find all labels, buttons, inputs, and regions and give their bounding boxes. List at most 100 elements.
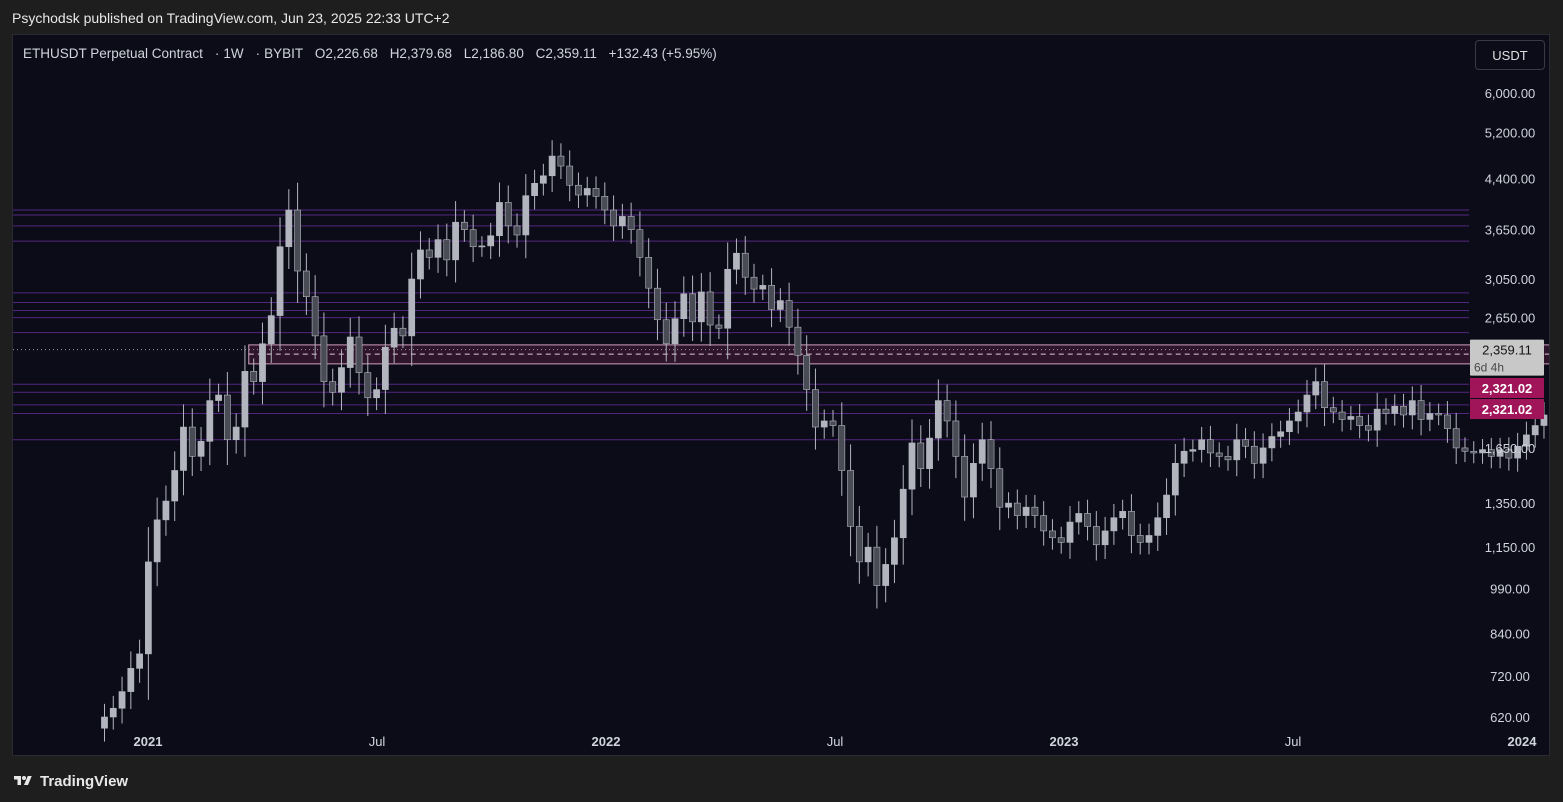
candle-body xyxy=(1514,445,1522,459)
candle-body xyxy=(1163,494,1170,519)
x-tick-label: 2021 xyxy=(134,734,163,749)
candle-body xyxy=(241,371,249,428)
candle-body xyxy=(1128,511,1135,536)
candle-body xyxy=(1207,439,1214,454)
candle-body xyxy=(162,500,170,521)
candle-body xyxy=(1075,513,1083,523)
candle-body xyxy=(689,293,696,323)
candle-body xyxy=(259,343,266,382)
marked-price-label: 2,321.02 xyxy=(1482,402,1533,417)
candle-body xyxy=(1233,439,1241,461)
candle-body xyxy=(1110,517,1118,532)
candle-body xyxy=(1242,439,1249,447)
candle-body xyxy=(101,716,108,729)
candle-body xyxy=(1338,411,1346,420)
candle-body xyxy=(873,546,881,586)
candle-body xyxy=(1347,416,1355,420)
currency-button[interactable]: USDT xyxy=(1475,40,1545,70)
candle-body xyxy=(1452,428,1460,449)
candle-body xyxy=(645,257,653,289)
candle-body xyxy=(1479,449,1486,454)
candle-body xyxy=(1189,449,1197,452)
candle-body xyxy=(381,346,389,390)
last-price-label: 2,359.11 xyxy=(1482,343,1532,358)
legend-close: C2,359.11 xyxy=(535,46,597,61)
chart-panel[interactable]: 6,000.00 5,200.00 4,400.00 3,650.00 3,050.00… xyxy=(12,34,1550,756)
candle-body xyxy=(1180,450,1188,464)
candle-body xyxy=(970,463,977,498)
candle-body xyxy=(1250,445,1258,464)
price-chart[interactable]: 6,000.00 5,200.00 4,400.00 3,650.00 3,050.00… xyxy=(13,35,1549,755)
y-tick-label: 5,200.00 xyxy=(1485,125,1536,140)
candle-body xyxy=(153,519,161,563)
candle-body xyxy=(1435,413,1443,416)
legend-symbol[interactable]: ETHUSDT Perpetual Contract xyxy=(23,46,203,61)
candle-body xyxy=(496,202,503,237)
candle-body xyxy=(197,441,205,457)
tradingview-logo-icon xyxy=(14,776,32,785)
candle-body xyxy=(1286,420,1293,433)
candle-body xyxy=(469,229,477,248)
y-tick-label: 1,650.00 xyxy=(1485,441,1536,456)
y-tick-label: 2,650.00 xyxy=(1485,311,1536,326)
x-tick-label: 2023 xyxy=(1050,734,1079,749)
candle-body xyxy=(1312,381,1320,396)
candle-body xyxy=(1005,502,1012,508)
candle-body xyxy=(1101,530,1109,546)
candle-body xyxy=(697,291,705,323)
candle-body xyxy=(908,442,916,490)
candle-body xyxy=(487,235,495,247)
candle-body xyxy=(1268,436,1276,449)
candle-body xyxy=(1013,502,1021,516)
candle-body xyxy=(1321,381,1328,408)
y-tick-label: 4,400.00 xyxy=(1485,171,1536,186)
candle-body xyxy=(838,425,846,471)
candle-body xyxy=(425,249,433,258)
candle-body xyxy=(1136,535,1144,543)
candle-body xyxy=(452,221,459,261)
candle-body xyxy=(539,175,547,184)
candle-body xyxy=(978,439,986,464)
candle-body xyxy=(1391,405,1399,414)
candle-body xyxy=(346,336,354,368)
candle-body xyxy=(1294,411,1302,422)
candle-body xyxy=(1426,413,1434,420)
legend-interval[interactable]: 1W xyxy=(223,46,244,61)
candle-body xyxy=(733,252,740,270)
candle-body xyxy=(1382,408,1390,414)
legend-open: O2,226.68 xyxy=(314,46,378,61)
candle-body xyxy=(1119,511,1127,519)
candle-body xyxy=(926,437,933,469)
tradingview-logo[interactable]: TradingView xyxy=(12,770,128,792)
candle-body xyxy=(434,239,442,258)
candle-body xyxy=(1049,530,1056,539)
candle-body xyxy=(1022,506,1030,516)
candle-body xyxy=(408,278,416,337)
candle-body xyxy=(706,291,714,326)
candle-body xyxy=(636,229,644,258)
candle-body xyxy=(794,326,802,356)
candle-body xyxy=(513,225,521,236)
candle-body xyxy=(1084,513,1091,527)
candle-body xyxy=(215,394,222,401)
candle-body xyxy=(1505,449,1513,459)
candle-body xyxy=(1057,537,1065,543)
candle-body xyxy=(917,442,925,469)
legend-high: H2,379.68 xyxy=(389,46,452,61)
candle-body xyxy=(715,324,723,329)
symbol-legend: ETHUSDT Perpetual Contract · 1W · BYBIT O2,2… xyxy=(23,46,717,61)
candle-body xyxy=(1215,452,1223,457)
candle-body xyxy=(1171,463,1179,496)
candle-body xyxy=(1487,449,1495,457)
candle-body xyxy=(557,155,565,167)
candle-body xyxy=(548,155,556,177)
y-tick-label: 1,150.00 xyxy=(1485,540,1536,555)
candle-body xyxy=(338,367,345,393)
candle-body xyxy=(996,468,1004,508)
legend-change: +132.43 (+5.95%) xyxy=(608,46,717,61)
candle-body xyxy=(1531,425,1539,436)
candle-body xyxy=(566,165,574,186)
candle-body xyxy=(250,371,258,382)
candle-body xyxy=(882,564,890,586)
candle-body xyxy=(583,188,591,196)
